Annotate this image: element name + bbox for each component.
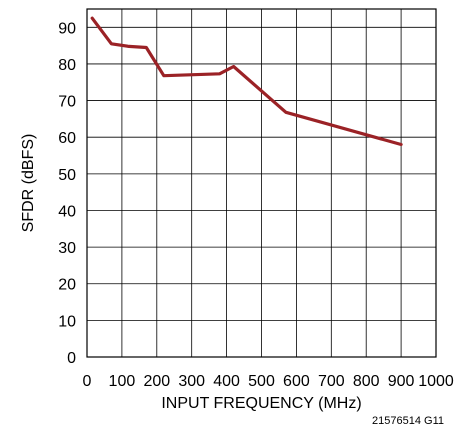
y-tick-label: 50	[58, 167, 76, 184]
y-tick-label: 80	[58, 57, 76, 74]
x-tick-label: 1000	[418, 373, 454, 390]
y-tick-label: 90	[58, 20, 76, 37]
x-tick-label: 500	[248, 373, 275, 390]
plot-frame	[86, 8, 437, 358]
y-tick-labels: 0 10 20 30 40 50 60 70 80 90	[58, 20, 76, 367]
y-axis-title: SFDR (dBFS)	[20, 134, 37, 233]
x-tick-label: 600	[283, 373, 310, 390]
x-axis-title: INPUT FREQUENCY (MHz)	[161, 395, 361, 412]
x-tick-label: 100	[109, 373, 136, 390]
series-layer	[90, 16, 403, 147]
x-tick-label: 900	[388, 373, 415, 390]
x-tick-label: 200	[143, 373, 170, 390]
x-tick-label: 700	[318, 373, 345, 390]
y-tick-label: 0	[67, 350, 76, 367]
x-tick-labels: 0 100 200 300 400 500 600 700 800 900 1000	[83, 373, 454, 390]
y-tick-label: 40	[58, 203, 76, 220]
y-tick-label: 60	[58, 130, 76, 147]
y-tick-label: 10	[58, 313, 76, 330]
x-tick-label: 300	[178, 373, 205, 390]
x-tick-label: 400	[213, 373, 240, 390]
y-tick-label: 70	[58, 94, 76, 111]
y-tick-label: 20	[58, 277, 76, 294]
x-tick-label: 0	[83, 373, 92, 390]
figure-id: 21576514 G11	[372, 415, 444, 427]
series-line	[90, 16, 403, 147]
grid	[86, 9, 437, 358]
x-tick-label: 800	[353, 373, 380, 390]
y-tick-label: 30	[58, 240, 76, 257]
